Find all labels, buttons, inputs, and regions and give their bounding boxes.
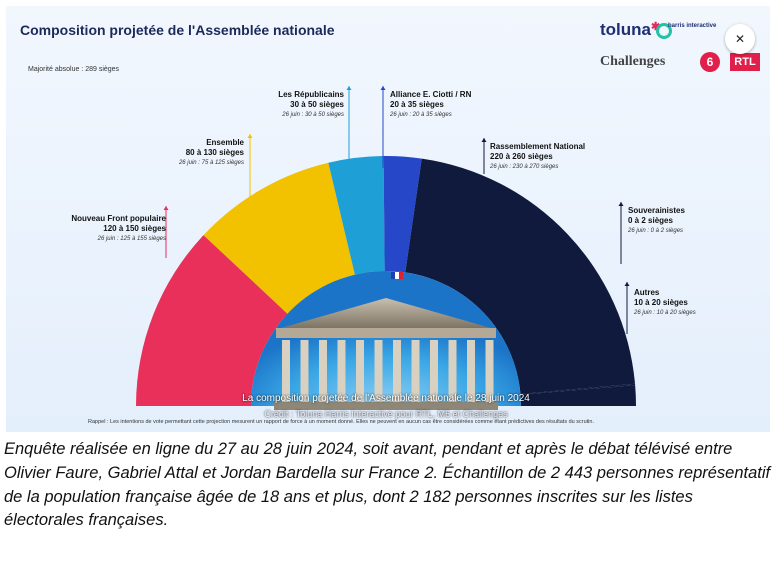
harris-logo: harris interactive xyxy=(668,23,717,29)
label-rn: Rassemblement National 220 à 260 sièges … xyxy=(490,142,620,172)
close-icon: ✕ xyxy=(734,32,746,46)
building-column xyxy=(300,340,309,406)
building-column xyxy=(356,340,364,406)
segment-range: 220 à 260 sièges xyxy=(490,152,553,161)
pointer-arrow-ensemble xyxy=(247,134,253,138)
segment-lr xyxy=(328,156,385,275)
segment-previous: 26 juin : 230 à 270 sièges xyxy=(490,164,559,170)
harris-ring-icon xyxy=(656,23,672,39)
rappel-note: Rappel : Les intentions de vote permetta… xyxy=(88,419,594,425)
building-column xyxy=(337,340,346,406)
pointer-arrow-lr xyxy=(346,86,352,90)
challenges-logo: Challenges xyxy=(600,54,666,69)
label-nfp: Nouveau Front populaire 120 à 150 sièges… xyxy=(46,214,166,244)
pointer-arrow-autres xyxy=(624,282,630,286)
label-ensemble: Ensemble 80 à 130 sièges 26 juin : 75 à … xyxy=(136,138,244,168)
pointer-arrow-ciotti xyxy=(380,86,386,90)
star-icon: ✱ xyxy=(651,21,661,33)
building-column xyxy=(374,340,383,406)
building-column xyxy=(411,340,420,406)
building-column xyxy=(393,340,401,406)
building-pediment xyxy=(281,298,491,328)
building-column xyxy=(485,340,494,406)
segment-range: 80 à 130 sièges xyxy=(185,148,244,157)
segment-previous: 26 juin : 125 à 155 sièges xyxy=(97,236,166,242)
segment-previous: 26 juin : 20 à 35 sièges xyxy=(390,112,452,118)
chart-title: Composition projetée de l'Assemblée nati… xyxy=(20,22,335,38)
assemblee-building-image xyxy=(274,298,498,410)
segment-ensemble xyxy=(203,162,355,314)
segment-name: Nouveau Front populaire xyxy=(71,214,166,223)
building-column xyxy=(448,340,457,406)
pointer-arrow-souverainistes xyxy=(618,202,624,206)
building-column xyxy=(282,340,290,406)
segment-range: 30 à 50 sièges xyxy=(290,100,344,109)
majority-note: Majorité absolue : 289 sièges xyxy=(28,66,120,73)
close-button[interactable]: ✕ xyxy=(725,24,755,54)
building-column xyxy=(430,340,438,406)
label-ciotti: Alliance E. Ciotti / RN 20 à 35 sièges 2… xyxy=(390,90,520,120)
segment-autres xyxy=(520,385,636,406)
pointer-arrow-nfp xyxy=(163,206,169,210)
segment-name: Alliance E. Ciotti / RN xyxy=(390,90,472,99)
segment-range: 0 à 2 sièges xyxy=(628,216,673,225)
segment-range: 20 à 35 sièges xyxy=(390,100,444,109)
segment-previous: 26 juin : 75 à 125 sièges xyxy=(178,160,244,166)
building-steps xyxy=(274,402,498,410)
building-entablature xyxy=(276,328,496,338)
building-column xyxy=(467,340,475,406)
building-column xyxy=(319,340,327,406)
segment-ciotti xyxy=(383,156,422,273)
label-lr: Les Républicains 30 à 50 sièges 26 juin … xyxy=(234,90,344,120)
image-caption: La composition projetée de l'Assemblée n… xyxy=(242,393,530,404)
segment-name: Autres xyxy=(634,288,660,297)
hemicycle-segments xyxy=(136,156,636,406)
segment-name: Les Républicains xyxy=(278,90,344,99)
segment-range: 10 à 20 sièges xyxy=(634,298,688,307)
flag-white xyxy=(395,272,399,279)
flag-blue xyxy=(391,272,395,279)
flag-icon xyxy=(391,272,403,279)
segment-previous: 26 juin : 10 à 20 sièges xyxy=(634,310,696,316)
toluna-logo-text: toluna xyxy=(600,20,651,39)
pointer-arrow-rn xyxy=(481,138,487,142)
segment-name: Souverainistes xyxy=(628,206,685,215)
hemicycle-chart xyxy=(136,86,636,410)
segment-previous: 26 juin : 30 à 50 sièges xyxy=(282,112,344,118)
segment-range: 120 à 150 sièges xyxy=(103,224,166,233)
article-paragraph: Enquête réalisée en ligne du 27 au 28 ju… xyxy=(4,440,771,530)
segment-previous: 26 juin : 0 à 2 sièges xyxy=(628,228,684,234)
segment-rn xyxy=(405,158,636,394)
segment-name: Ensemble xyxy=(206,138,244,147)
m6-logo: 6 xyxy=(700,52,720,72)
label-pointers xyxy=(163,86,630,334)
segment-souverainistes xyxy=(520,383,636,395)
toluna-logo: toluna✱ xyxy=(600,20,660,40)
rtl-logo: RTL xyxy=(730,53,760,71)
image-credit: Crédit : Toluna Harris Interactive pour … xyxy=(264,409,508,419)
label-autres: Autres 10 à 20 sièges 26 juin : 10 à 20 … xyxy=(634,288,744,318)
flag-red xyxy=(399,272,403,279)
segment-name: Rassemblement National xyxy=(490,142,586,151)
segment-nfp xyxy=(136,235,288,406)
chart-image: Composition projetée de l'Assemblée nati… xyxy=(6,6,770,432)
label-souverainistes: Souverainistes 0 à 2 sièges 26 juin : 0 … xyxy=(628,206,738,236)
